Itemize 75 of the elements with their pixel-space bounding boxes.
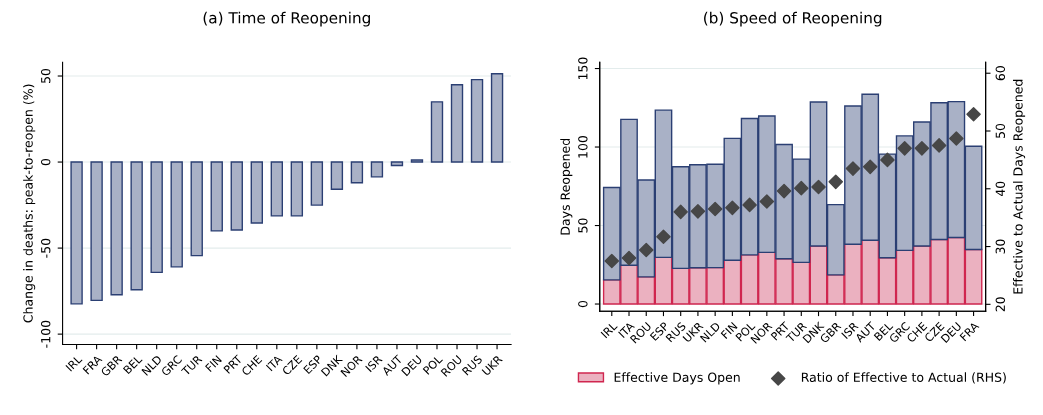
bar xyxy=(270,161,284,217)
bar xyxy=(430,101,444,163)
chart-title: (b) Speed of Reopening xyxy=(704,11,882,27)
bar xyxy=(150,161,163,274)
point xyxy=(811,179,826,195)
y-tick-label: 0 xyxy=(40,158,51,166)
x-tick-label: IRL xyxy=(600,321,618,339)
point xyxy=(673,204,688,220)
point xyxy=(759,194,775,209)
bar xyxy=(330,161,344,190)
bar xyxy=(370,161,384,178)
point xyxy=(690,204,706,219)
point xyxy=(931,138,947,153)
bar xyxy=(310,161,324,206)
legend-label: Ratio of Effective to Actual (RHS) xyxy=(801,372,1006,384)
y-tick-label: 0 xyxy=(578,300,588,308)
y2-tick-label: 50 xyxy=(995,123,1006,138)
x-tick-label: BEL xyxy=(122,354,143,375)
point xyxy=(845,161,861,176)
point xyxy=(621,250,637,266)
point xyxy=(897,141,912,156)
bar xyxy=(410,159,424,163)
y-tick-label: -50 xyxy=(40,238,51,258)
bar xyxy=(450,84,464,163)
bar xyxy=(490,73,504,163)
bar xyxy=(230,161,243,231)
bar xyxy=(90,161,103,302)
y2-tick-label: 30 xyxy=(995,239,1006,254)
x-tick-label: ISR xyxy=(841,321,859,340)
point xyxy=(949,131,964,146)
bar xyxy=(210,161,223,232)
x-tick-label: POL xyxy=(422,354,444,375)
bar xyxy=(70,161,83,305)
bar xyxy=(130,161,143,291)
y2-axis-title: Effective to Actual Days Reopened xyxy=(1013,79,1026,294)
x-tick-label: IRL xyxy=(65,354,83,372)
y-tick-label: -100 xyxy=(40,320,51,348)
x-tick-label: ISR xyxy=(365,354,383,373)
point xyxy=(794,180,809,196)
bar xyxy=(190,161,203,257)
y-tick-label: 50 xyxy=(40,68,51,83)
point xyxy=(638,242,654,258)
bar xyxy=(390,161,404,167)
y-tick-label: 100 xyxy=(578,135,588,158)
x-tick-label: FRA xyxy=(959,321,980,342)
point xyxy=(604,253,620,269)
chart-title: (a) Time of Reopening xyxy=(203,11,370,27)
x-tick-label: ITA xyxy=(265,354,283,372)
legend-label: Effective Days Open xyxy=(614,372,740,385)
point xyxy=(725,200,740,216)
x-tick-label: FIN xyxy=(205,355,222,373)
point xyxy=(656,229,671,245)
point xyxy=(742,197,757,213)
y-tick-label: 50 xyxy=(578,218,588,233)
bar xyxy=(110,161,123,296)
point xyxy=(776,183,792,199)
point xyxy=(880,152,895,168)
y-tick-label: 150 xyxy=(578,57,588,80)
point xyxy=(707,201,723,217)
point xyxy=(966,106,981,122)
point xyxy=(914,141,930,156)
y2-tick-label: 60 xyxy=(995,66,1006,81)
bar xyxy=(350,161,364,184)
point xyxy=(828,174,844,190)
bar xyxy=(250,161,263,224)
bar xyxy=(170,161,183,268)
y2-tick-label: 20 xyxy=(995,297,1006,312)
y-axis-title: Change in deaths: peak-to-reopen (%) xyxy=(23,84,36,323)
bar xyxy=(470,78,484,163)
y-axis-title: Days Reopened xyxy=(560,138,573,235)
point xyxy=(862,159,878,175)
y2-tick-label: 40 xyxy=(995,181,1006,197)
x-tick-label: FRA xyxy=(82,354,103,375)
bar xyxy=(290,161,304,217)
x-tick-label: TUR xyxy=(180,354,203,377)
